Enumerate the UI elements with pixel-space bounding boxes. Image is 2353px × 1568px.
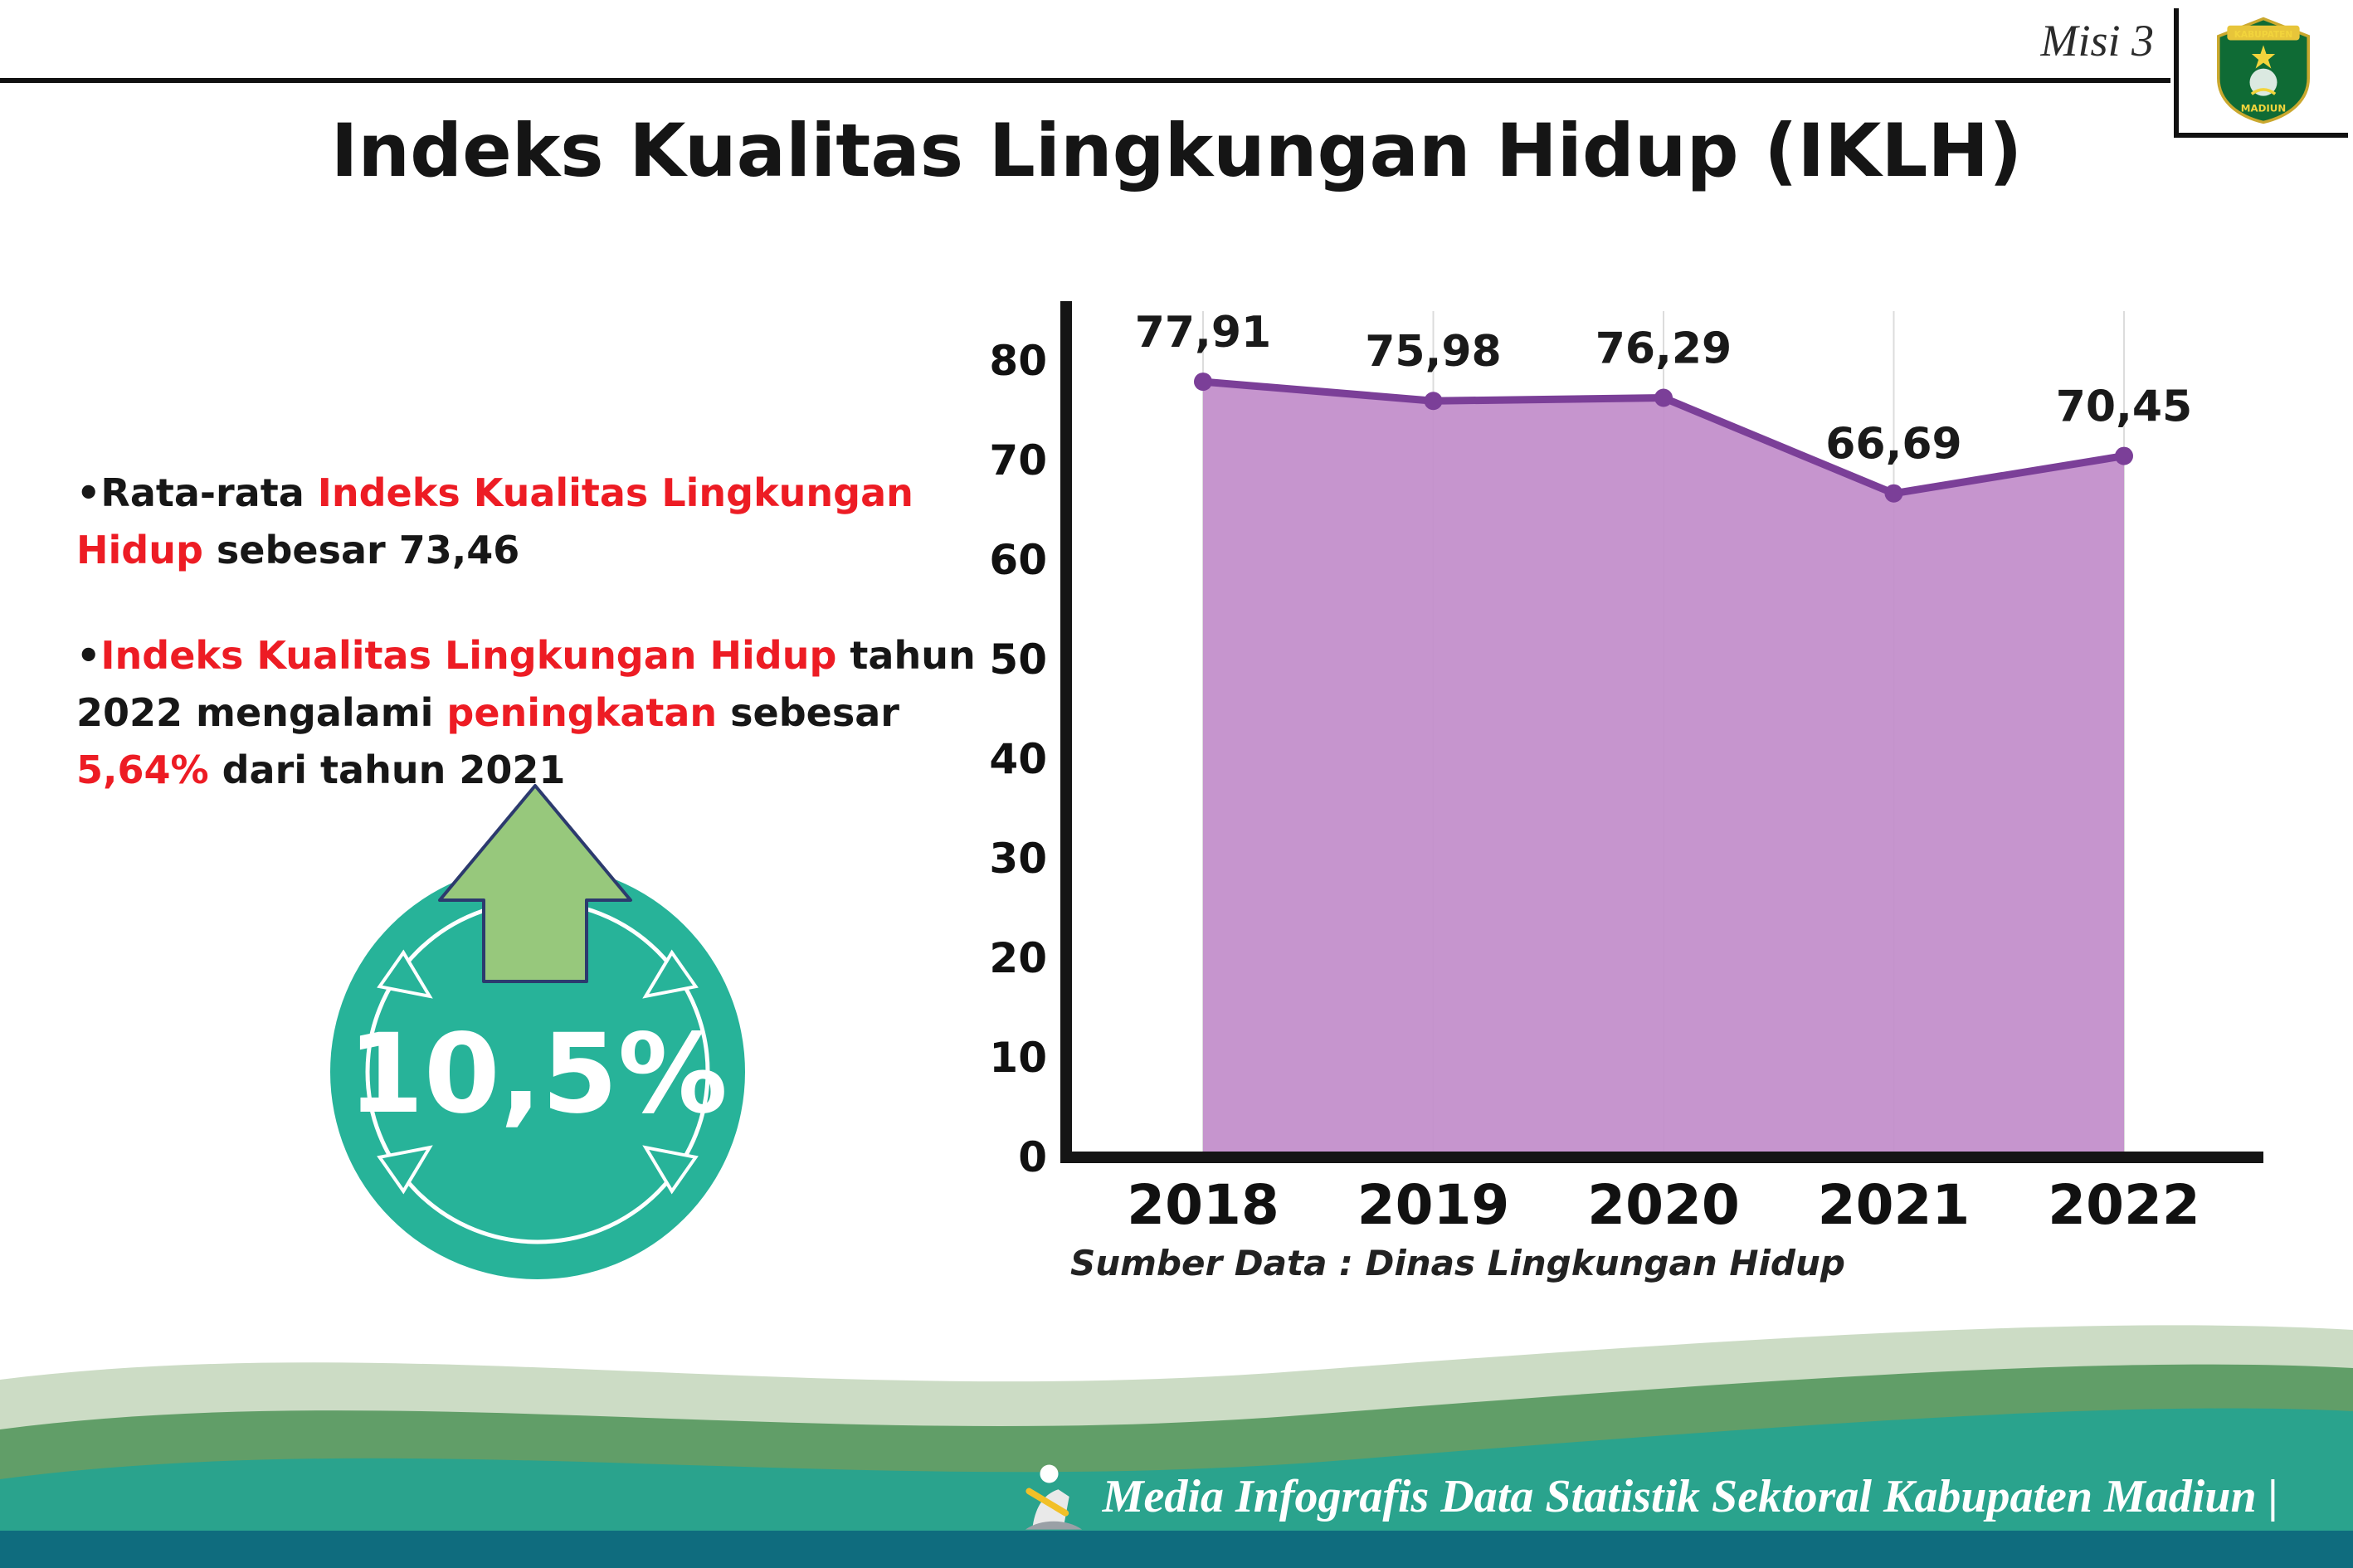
bullet-text-segment: Indeks Kualitas Lingkungan Hidup (100, 633, 837, 678)
data-point (1424, 392, 1443, 411)
kabupaten-madiun-crest-icon: KABUPATEN MADIUN (2217, 17, 2310, 124)
value-label: 77,91 (1135, 308, 1271, 358)
y-tick-label: 10 (989, 1034, 1047, 1082)
bullet-list: •Rata-rata Indeks Kualitas Lingkungan Hi… (76, 465, 1014, 847)
x-tick-label: 2022 (2048, 1173, 2200, 1237)
bullet-text-segment: peningkatan (446, 690, 718, 735)
iklh-chart-svg: 77,91 75,98 76,29 66,69 70,45 0 10 20 30 40 50 60 70… (989, 301, 2263, 1237)
y-tick-label: 0 (1018, 1133, 1047, 1181)
data-point (1194, 373, 1212, 392)
increase-badge: 10,5% (330, 784, 745, 1279)
bullet-text-segment: Rata-rata (100, 470, 318, 515)
data-point (1654, 388, 1673, 407)
logo-top-text: KABUPATEN (2234, 30, 2293, 40)
kabupaten-madiun-logo: KABUPATEN MADIUN (2174, 8, 2348, 138)
x-tick-label: 2018 (1127, 1173, 1279, 1237)
bullet-text-segment: tahun 2022 mengalami (76, 633, 976, 735)
y-tick-label: 50 (989, 635, 1047, 684)
x-tick-label: 2021 (1818, 1173, 1971, 1237)
y-tick-label: 80 (989, 337, 1047, 385)
y-tick-label: 60 (989, 536, 1047, 584)
badge-value: 10,5% (348, 1010, 728, 1138)
y-tick-label: 70 (989, 436, 1047, 485)
bullet-text-segment: sebesar 73,46 (202, 528, 520, 572)
bullet-item: •Indeks Kualitas Lingkungan Hidup tahun … (76, 627, 1014, 799)
footer-logo-icon (1025, 1464, 1082, 1530)
value-label: 76,29 (1595, 324, 1732, 374)
x-tick-label: 2019 (1357, 1173, 1510, 1237)
bullet-item: •Rata-rata Indeks Kualitas Lingkungan Hi… (76, 465, 1014, 579)
misi-label: Misi 3 (2040, 16, 2154, 66)
bullet-dot: • (76, 633, 101, 678)
y-tick-label: 40 (989, 735, 1047, 783)
footer: Media Infografis Data Statistik Sektoral… (1021, 1460, 2278, 1533)
bullet-text-segment: sebesar (717, 690, 899, 735)
badge-circle (330, 864, 745, 1279)
logo-bottom-text: MADIUN (2241, 103, 2286, 114)
y-tick-label: 20 (989, 934, 1047, 982)
chart-area (1203, 382, 2124, 1157)
bullet-text-segment: 5,64% (76, 747, 209, 792)
value-label: 75,98 (1365, 327, 1501, 377)
badge-ring-triangles (377, 949, 699, 1195)
bullet-text-segment: dari tahun 2021 (208, 747, 566, 792)
data-point (1884, 484, 1903, 503)
value-label: 66,69 (1825, 420, 1961, 470)
bullet-text-segment: Indeks Kualitas Lingkungan Hidup (76, 470, 913, 572)
y-tick-label: 30 (989, 835, 1047, 883)
x-tick-label: 2020 (1587, 1173, 1740, 1237)
data-point (2115, 446, 2133, 465)
iklh-chart: 77,91 75,98 76,29 66,69 70,45 0 10 20 30 40 50 60 70… (979, 278, 2290, 1244)
footer-text: Media Infografis Data Statistik Sektoral… (1102, 1471, 2278, 1522)
source-note: Sumber Data : Dinas Lingkungan Hidup (1070, 1243, 1845, 1283)
bullet-dot: • (76, 470, 101, 515)
footer-wave (0, 1325, 2353, 1568)
up-arrow-icon (438, 784, 632, 983)
header-rule (0, 78, 2170, 83)
page-title: Indeks Kualitas Lingkungan Hidup (IKLH) (330, 108, 2023, 193)
value-label: 70,45 (2056, 382, 2192, 432)
